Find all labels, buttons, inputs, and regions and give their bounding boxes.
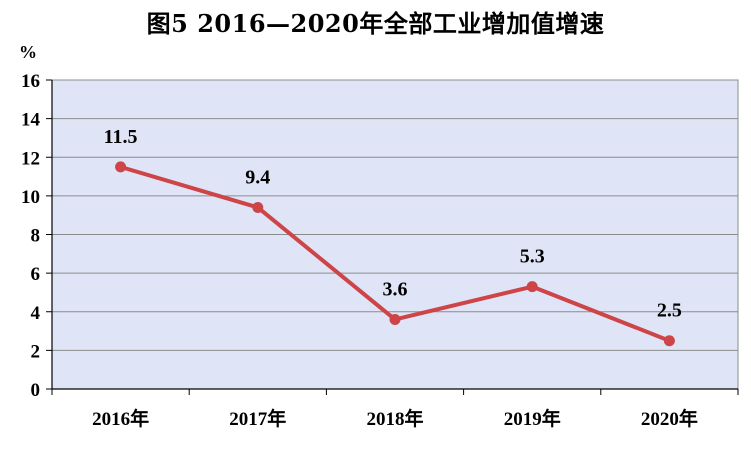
y-tick-label: 0 — [31, 380, 41, 401]
y-tick-label: 10 — [21, 187, 40, 208]
data-point — [389, 313, 401, 325]
y-tick-label: 14 — [21, 110, 41, 131]
y-tick-label: 16 — [21, 71, 40, 92]
y-tick-label: 8 — [31, 226, 41, 247]
data-point — [663, 335, 675, 347]
data-point — [526, 281, 538, 293]
data-point — [252, 201, 264, 213]
y-tick-label: 4 — [31, 303, 41, 324]
x-tick-label: 2019年 — [504, 407, 561, 430]
gridlines — [52, 118, 738, 351]
data-point — [115, 161, 127, 173]
y-tick-label: 6 — [31, 264, 41, 285]
data-label: 2.5 — [657, 300, 682, 322]
chart-title: 图5 2016—2020年全部工业增加值增速 — [146, 9, 605, 38]
x-tick-label: 2016年 — [92, 407, 149, 430]
y-axis-ticks: 0 2 4 6 8 10 12 14 16 — [21, 71, 52, 401]
y-tick-label: 2 — [31, 341, 41, 362]
data-labels: 11.5 9.4 3.6 5.3 2.5 — [104, 126, 682, 322]
x-tick-label: 2018年 — [366, 407, 423, 430]
data-label: 3.6 — [383, 278, 408, 300]
series — [115, 161, 675, 347]
x-axis-ticks: 2016年 2017年 2018年 2019年 2020年 — [51, 389, 739, 430]
data-label: 11.5 — [104, 126, 138, 148]
x-tick-label: 2020年 — [641, 407, 698, 430]
x-tick-label: 2017年 — [229, 407, 286, 430]
data-label: 9.4 — [245, 166, 270, 188]
y-tick-label: 12 — [21, 148, 40, 169]
data-label: 5.3 — [520, 246, 545, 268]
y-axis-unit-label: % — [19, 42, 37, 62]
